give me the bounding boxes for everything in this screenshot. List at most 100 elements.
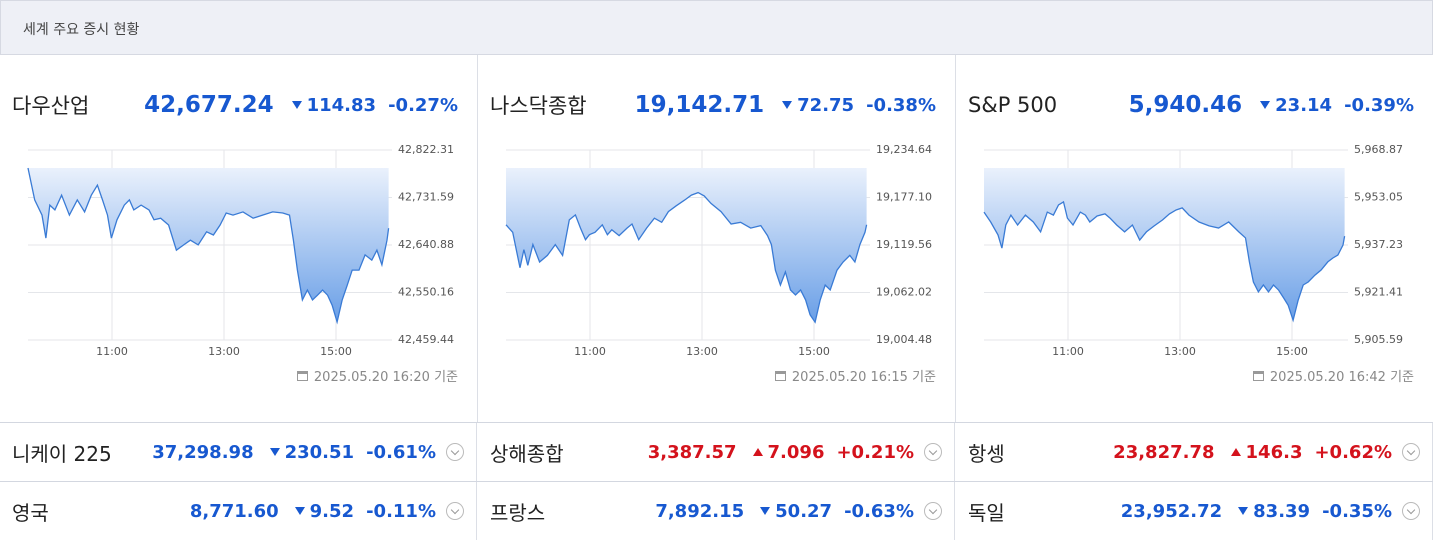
index-panel: 다우산업 42,677.24 114.83 -0.27% 42,822.31 42,731… [0,55,478,422]
timestamp-text: 2025.05.20 16:42 기준 [1269,370,1414,385]
index-cell: 상해종합 3,387.57 7.096 +0.21% [478,423,955,481]
index-name: 나스닥종합 [490,94,587,118]
trend-arrow [782,101,793,109]
index-change-pct: -0.38% [866,94,936,116]
y-tick-label: 5,968.87 [1354,143,1403,156]
timestamp: 2025.05.20 16:20 기준 [296,366,458,385]
index-change: 83.39 [1238,501,1310,522]
index-panel: S&P 500 5,940.46 23.14 -0.39% 5,968.87 5,953.… [956,55,1433,422]
y-tick-label: 5,905.59 [1354,333,1403,346]
trend-arrow [294,507,305,515]
index-change: 114.83 [291,94,377,116]
index-price: 7,892.15 [655,500,745,522]
x-tick-label: 15:00 [798,345,830,358]
index-name: S&P 500 [968,93,1058,117]
y-tick-label: 19,177.10 [876,191,932,204]
calendar-icon [1252,370,1264,381]
index-price: 3,387.57 [647,441,737,463]
index-price: 8,771.60 [189,500,279,522]
index-price: 42,677.24 [144,92,274,118]
index-change: 50.27 [760,501,832,522]
index-change-pct: -0.61% [366,441,436,463]
y-tick-label: 42,731.59 [398,191,454,204]
price-line [27,167,390,325]
index-change: 146.3 [1230,441,1303,463]
dropdown-button[interactable] [446,443,464,461]
change-value: 9.52 [309,500,355,522]
panel-head: 나스닥종합 19,142.71 72.75 -0.38% [490,87,936,123]
trend-arrow [1230,448,1241,456]
dropdown-button[interactable] [1402,443,1420,461]
trend-arrow [269,448,280,456]
index-change-pct: +0.21% [836,441,914,463]
trend-arrow [291,101,302,109]
change-value: 114.83 [306,94,377,116]
index-change-pct: -0.35% [1322,500,1392,522]
intraday-chart: 19,234.64 19,177.10 19,119.56 19,062.02 19,0… [505,143,932,358]
timestamp: 2025.05.20 16:42 기준 [1252,366,1414,385]
index-row: 영국 8,771.60 9.52 -0.11% 프랑스 7,892.15 50.27 -0.6… [0,481,1433,540]
y-tick-label: 19,004.48 [876,333,932,346]
index-name: 독일 [968,500,1005,525]
change-value: 7.096 [767,441,825,463]
index-price: 5,940.46 [1128,92,1243,118]
y-tick-label: 5,921.41 [1354,286,1403,299]
y-tick-label: 42,459.44 [398,333,454,346]
index-change: 72.75 [782,95,854,116]
intraday-chart: 42,822.31 42,731.59 42,640.88 42,550.16 42,4… [27,143,454,358]
index-change-pct: -0.39% [1344,94,1414,116]
change-value: 50.27 [775,500,833,522]
index-change-pct: +0.62% [1314,441,1392,463]
x-tick-label: 13:00 [1164,345,1196,358]
change-value: 230.51 [284,441,355,463]
panel-head: S&P 500 5,940.46 23.14 -0.39% [968,87,1414,123]
area-fill [28,168,389,322]
index-name: 항셍 [968,441,1005,466]
index-price: 23,827.78 [1113,441,1215,463]
y-tick-label: 42,640.88 [398,238,454,251]
header-title: 세계 주요 증시 현황 [23,22,140,38]
timestamp-text: 2025.05.20 16:20 기준 [313,370,458,385]
y-tick-label: 19,234.64 [876,143,932,156]
dropdown-button[interactable] [1402,502,1420,520]
index-change: 230.51 [269,441,355,463]
change-value: 146.3 [1245,441,1303,463]
dropdown-button[interactable] [924,502,942,520]
y-tick-label: 19,119.56 [876,238,932,251]
index-name: 상해종합 [490,441,564,466]
index-change: 7.096 [752,441,825,463]
trend-arrow [760,507,771,515]
x-tick-label: 11:00 [96,345,128,358]
timestamp: 2025.05.20 16:15 기준 [774,366,936,385]
index-cell: 니케이 225 37,298.98 230.51 -0.61% [0,423,477,481]
index-change: 23.14 [1260,95,1332,116]
index-price: 23,952.72 [1120,500,1223,522]
index-change-pct: -0.63% [844,500,914,522]
x-tick-label: 11:00 [1052,345,1084,358]
index-cell: 항셍 23,827.78 146.3 +0.62% [956,423,1433,481]
index-change-pct: -0.27% [388,94,458,116]
index-cell: 영국 8,771.60 9.52 -0.11% [0,482,477,540]
panel-head: 다우산업 42,677.24 114.83 -0.27% [12,87,458,123]
x-tick-label: 13:00 [208,345,240,358]
trend-arrow [1260,101,1271,109]
index-price: 19,142.71 [634,92,765,118]
index-cell: 독일 23,952.72 83.39 -0.35% [956,482,1433,540]
change-value: 72.75 [797,94,855,116]
change-value: 83.39 [1253,500,1311,522]
price-line [505,191,868,324]
x-tick-label: 13:00 [686,345,718,358]
index-change: 9.52 [294,500,355,522]
dropdown-button[interactable] [924,443,942,461]
calendar-icon [774,370,786,381]
index-row: 니케이 225 37,298.98 230.51 -0.61% 상해종합 3,387.57… [0,422,1433,481]
intraday-chart: 5,968.87 5,953.05 5,937.23 5,921.41 5,905.59… [983,143,1403,358]
index-change-pct: -0.11% [366,500,436,522]
y-tick-label: 19,062.02 [876,286,932,299]
area-fill [984,168,1345,321]
index-name: 다우산업 [12,94,90,118]
dropdown-button[interactable] [446,502,464,520]
y-tick-label: 5,953.05 [1354,191,1403,204]
header-bar: 세계 주요 증시 현황 [0,0,1433,55]
